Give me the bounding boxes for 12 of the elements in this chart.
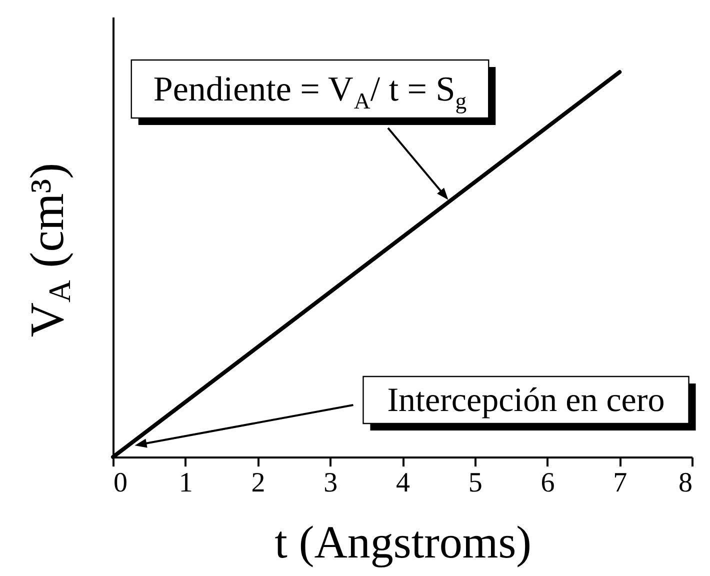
x-tick-label: 6 xyxy=(540,468,555,498)
x-tick-label: 0 xyxy=(114,468,128,498)
y-axis-title: VA (cm³) xyxy=(20,162,78,338)
x-tick-label: 8 xyxy=(678,468,692,498)
x-tick-label: 7 xyxy=(613,468,628,498)
annotation: Intercepción en cero xyxy=(387,382,665,420)
x-axis-title: t (Angstroms) xyxy=(274,516,532,568)
x-tick-label: 5 xyxy=(468,468,482,498)
x-tick-label: 3 xyxy=(324,468,338,498)
x-tick-label: 1 xyxy=(178,468,193,498)
x-tick-label: 4 xyxy=(396,468,410,498)
x-tick-label: 2 xyxy=(251,468,266,498)
